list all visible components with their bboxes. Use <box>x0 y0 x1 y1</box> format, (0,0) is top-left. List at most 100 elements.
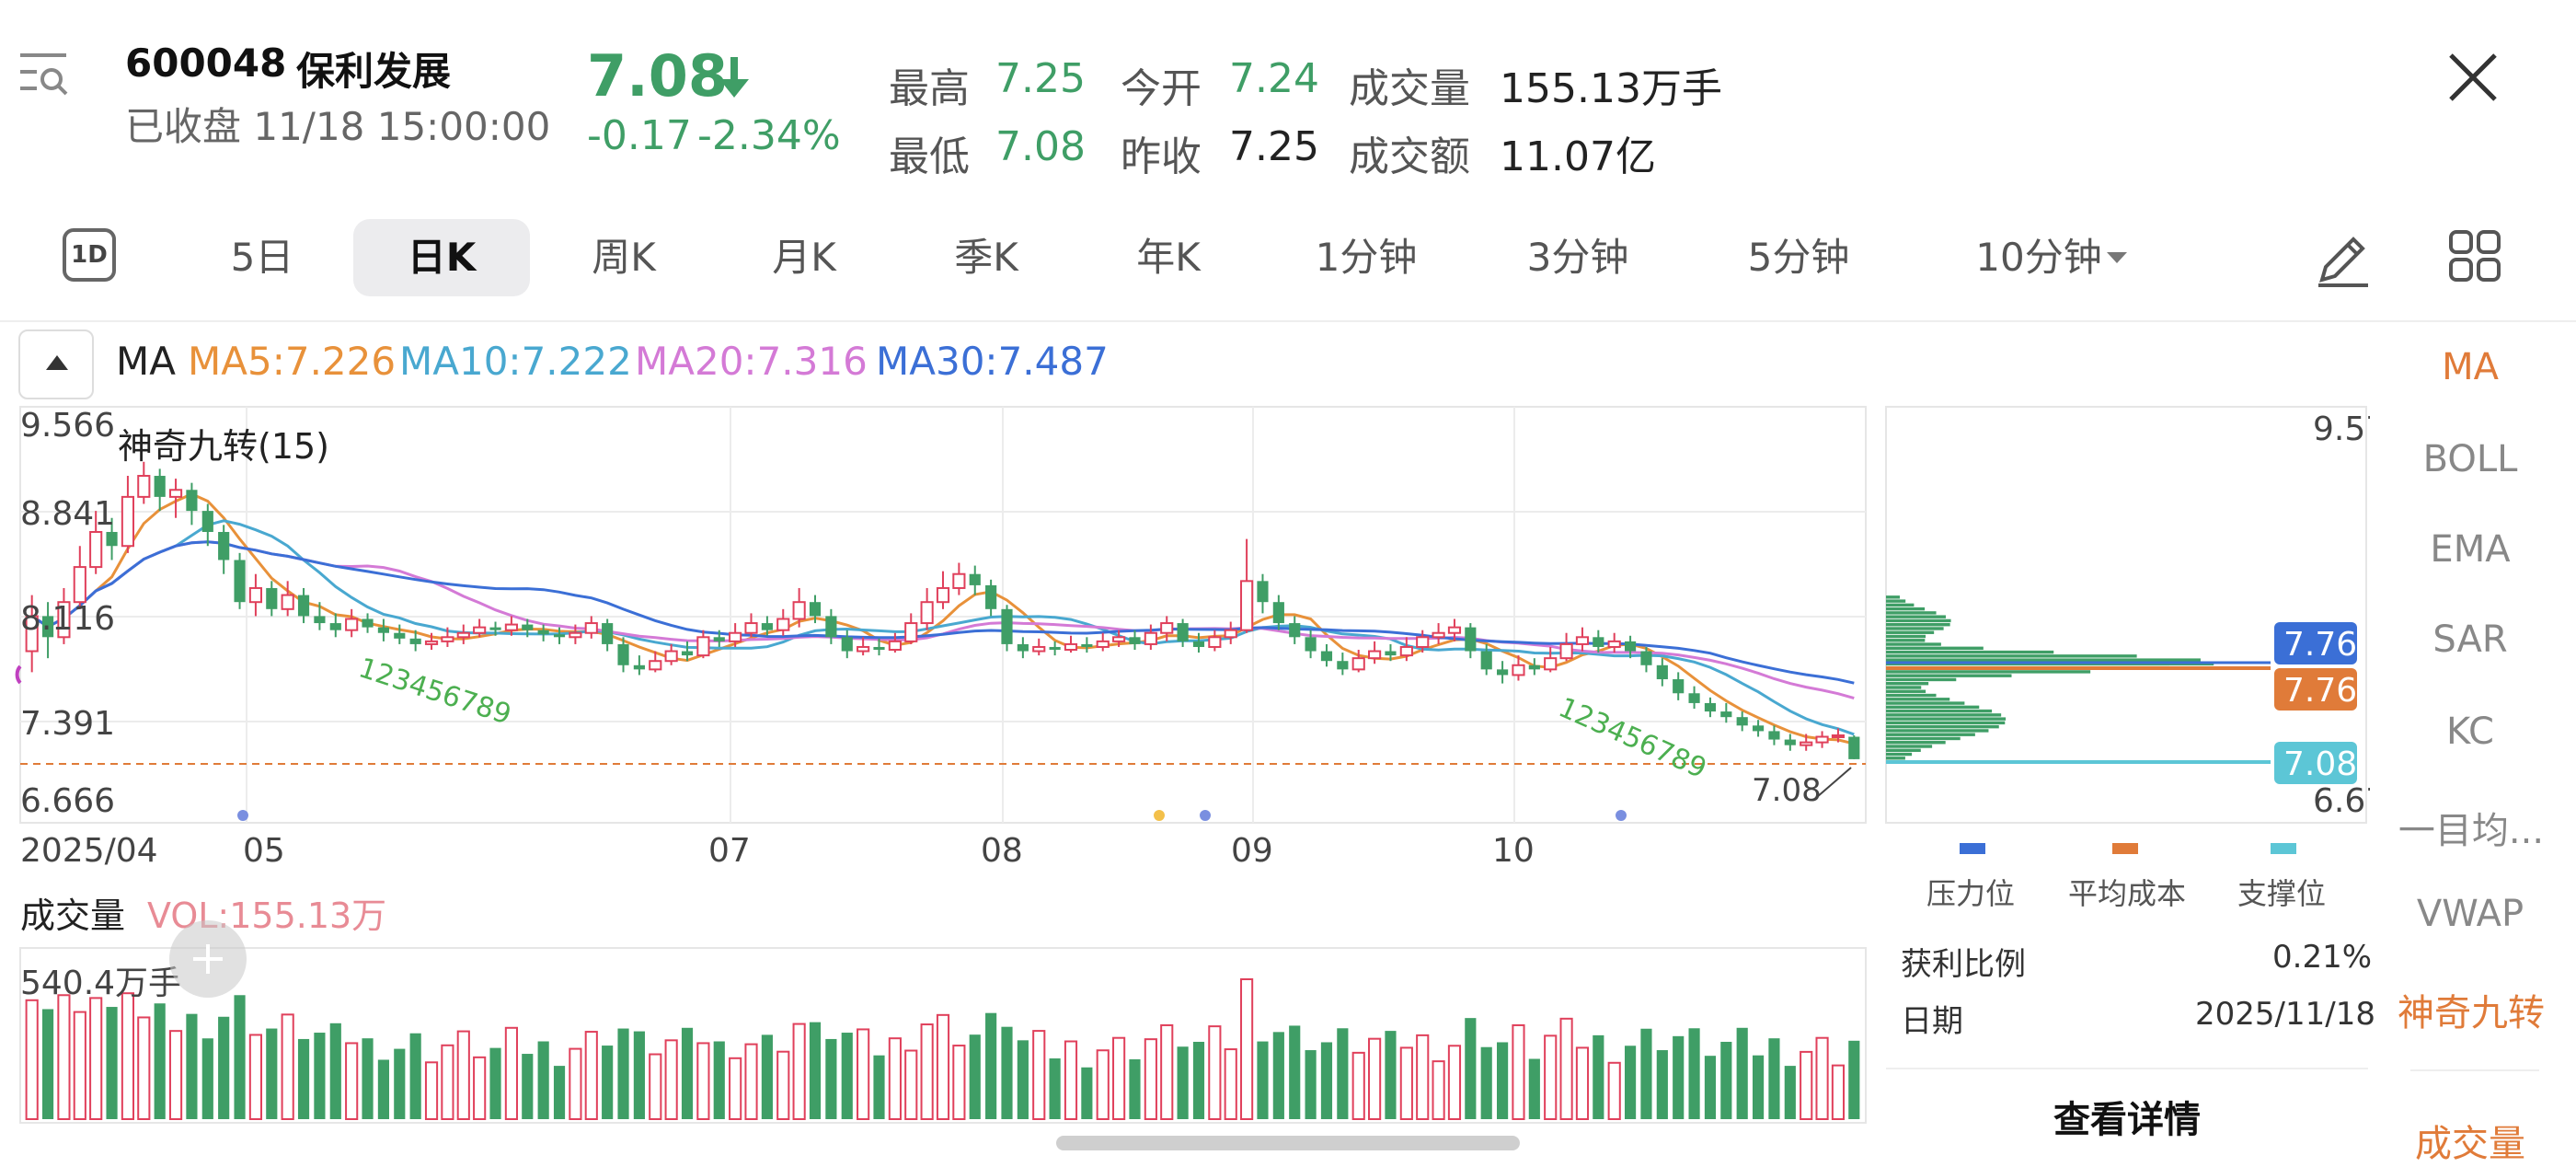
current-price: 7.08 <box>587 42 728 110</box>
volume-bar <box>362 1038 374 1119</box>
volume-bar <box>904 1049 918 1120</box>
candle-body <box>1144 631 1157 645</box>
volume-bar <box>281 1013 294 1120</box>
grid-layout-icon[interactable] <box>2447 228 2502 283</box>
volume-bar <box>1497 1042 1509 1119</box>
candle-body <box>1736 717 1748 726</box>
candle <box>744 613 758 638</box>
candle <box>969 565 981 595</box>
tab-1min[interactable]: 1分钟 <box>1315 235 1418 280</box>
event-dot[interactable] <box>1200 810 1211 821</box>
volume-bar <box>441 1044 454 1120</box>
candle-body <box>1752 725 1765 732</box>
indicator-volume[interactable]: 成交量 <box>2415 1123 2525 1165</box>
tab-10min[interactable]: 10分钟 <box>1975 235 2102 280</box>
candle-body <box>1528 664 1540 670</box>
horizontal-scrollbar[interactable] <box>1056 1136 1520 1150</box>
volume-bar <box>154 1003 166 1119</box>
tab-yearly-k[interactable]: 年K <box>1136 235 1201 280</box>
candle <box>888 632 902 653</box>
candle <box>377 618 389 641</box>
chip-bar <box>1886 630 1935 634</box>
volume-bar <box>792 1023 806 1120</box>
candle <box>1688 686 1700 710</box>
candle <box>73 546 86 609</box>
chip-bar <box>1886 741 1946 745</box>
candle-body <box>1351 657 1365 671</box>
indicator-nine-turn[interactable]: 神奇九转 <box>2398 992 2545 1034</box>
volume-bar <box>1544 1034 1558 1120</box>
indicator-boll[interactable]: BOLL <box>2422 438 2518 480</box>
candle-body <box>424 640 439 645</box>
draw-pencil-icon[interactable] <box>2313 228 2374 289</box>
indicator-vwap[interactable]: VWAP <box>2416 893 2524 935</box>
candle-body <box>809 602 822 617</box>
tab-1d-icon[interactable]: 1D <box>63 228 116 282</box>
volume-bar <box>1416 1034 1430 1120</box>
volume-bar <box>888 1037 902 1120</box>
candle <box>1800 734 1813 751</box>
volume-bar <box>409 1033 421 1119</box>
view-details-button[interactable]: 查看详情 <box>2053 1099 2201 1141</box>
candle-body <box>1240 580 1254 631</box>
tab-weekly-k[interactable]: 周K <box>592 235 656 280</box>
indicator-sar[interactable]: SAR <box>2432 618 2508 661</box>
candle-body <box>553 634 566 638</box>
indicator-divider <box>2410 1069 2539 1071</box>
event-dot[interactable] <box>1616 810 1627 821</box>
dropdown-caret-icon[interactable] <box>2107 250 2127 265</box>
add-indicator-button[interactable] <box>169 920 247 998</box>
indicator-ema[interactable]: EMA <box>2430 528 2511 571</box>
candle <box>409 630 421 652</box>
volume-bar <box>522 1054 534 1119</box>
candle-body <box>825 616 837 638</box>
candle <box>936 571 950 609</box>
candle <box>1368 641 1382 664</box>
volume-bar <box>985 1012 997 1119</box>
indicator-ma[interactable]: MA <box>2442 346 2499 388</box>
volume-bar <box>825 1038 837 1119</box>
candle <box>1337 653 1349 676</box>
chip-bar <box>1886 733 1975 736</box>
close-icon[interactable] <box>2447 52 2499 103</box>
chip-bar <box>1886 677 1957 682</box>
tab-5day[interactable]: 5日 <box>230 235 294 280</box>
volume-bar <box>1688 1028 1700 1119</box>
volume-bar <box>649 1053 662 1120</box>
tab-daily-k[interactable]: 日K <box>353 219 530 296</box>
candle-body <box>713 637 725 641</box>
indicator-ichimoku[interactable]: 一目均... <box>2398 810 2545 852</box>
menu-search-icon[interactable] <box>17 48 70 101</box>
event-dot[interactable] <box>237 810 248 821</box>
event-dot[interactable] <box>1154 810 1165 821</box>
collapse-toggle-button[interactable] <box>18 329 94 399</box>
kline-chart[interactable]: 7.08 神奇九转(15) 123456789 123456789 9.566 … <box>0 401 1877 880</box>
candle-body <box>314 616 326 624</box>
candle <box>1544 646 1558 673</box>
chip-bar <box>1886 709 1993 713</box>
volume-bar <box>1736 1027 1748 1119</box>
candle <box>473 618 487 638</box>
volume-bar <box>857 1028 870 1120</box>
chip-distribution-panel[interactable]: 9.57 6.67 7.76 7.76 7.08 <box>1884 401 2370 825</box>
indicator-kc[interactable]: KC <box>2446 711 2494 753</box>
volume-bar <box>424 1061 439 1120</box>
candle <box>1017 637 1029 659</box>
candle <box>1831 728 1846 743</box>
candle-body <box>1224 629 1237 639</box>
candle-body <box>633 664 645 670</box>
tab-quarterly-k[interactable]: 季K <box>954 235 1018 280</box>
ma20-label: MA20:7.316 <box>635 339 868 384</box>
chip-bar <box>1886 745 1933 748</box>
candle <box>201 503 213 547</box>
candle <box>329 613 341 638</box>
chip-bar <box>1886 686 1922 689</box>
tab-3min[interactable]: 3分钟 <box>1526 235 1629 280</box>
candle <box>792 587 806 628</box>
tab-5min[interactable]: 5分钟 <box>1747 235 1850 280</box>
volume-chart[interactable]: 540.4万手 <box>0 942 1877 1127</box>
tab-monthly-k[interactable]: 月K <box>772 235 836 280</box>
volume-bar <box>1112 1036 1126 1120</box>
candle <box>362 613 374 633</box>
candle-body <box>1432 631 1445 639</box>
